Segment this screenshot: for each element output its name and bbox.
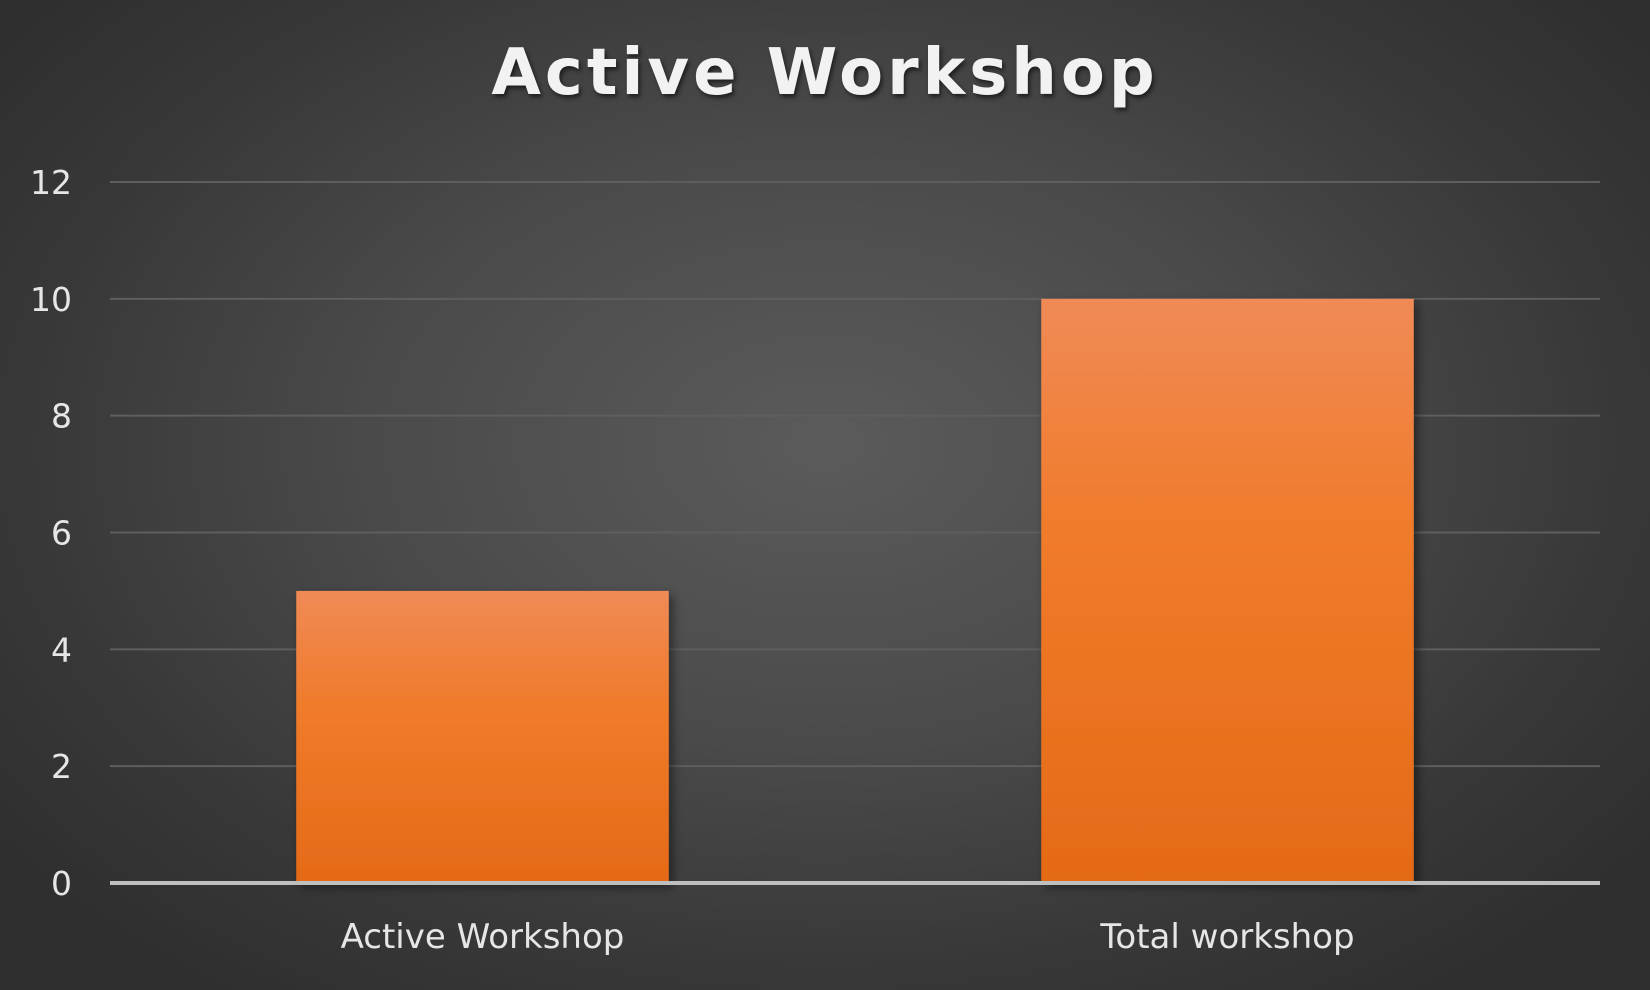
y-tick-label: 8 — [51, 397, 72, 436]
y-tick-label: 4 — [51, 630, 72, 669]
y-axis-ticks: 0 2 4 6 8 10 12 — [30, 163, 72, 903]
y-tick-label: 0 — [51, 864, 72, 903]
bar-active-workshop — [296, 590, 669, 883]
x-axis-labels: Active Workshop Total workshop — [341, 917, 1355, 957]
y-tick-label: 6 — [51, 514, 72, 553]
x-category-label: Active Workshop — [341, 917, 625, 957]
chart-title: Active Workshop — [491, 36, 1159, 110]
y-tick-label: 10 — [30, 280, 72, 319]
bars — [296, 298, 1414, 883]
y-tick-label: 12 — [30, 163, 72, 202]
x-category-label: Total workshop — [1099, 917, 1354, 957]
bar-total-workshop — [1041, 298, 1414, 883]
y-tick-label: 2 — [51, 747, 72, 786]
